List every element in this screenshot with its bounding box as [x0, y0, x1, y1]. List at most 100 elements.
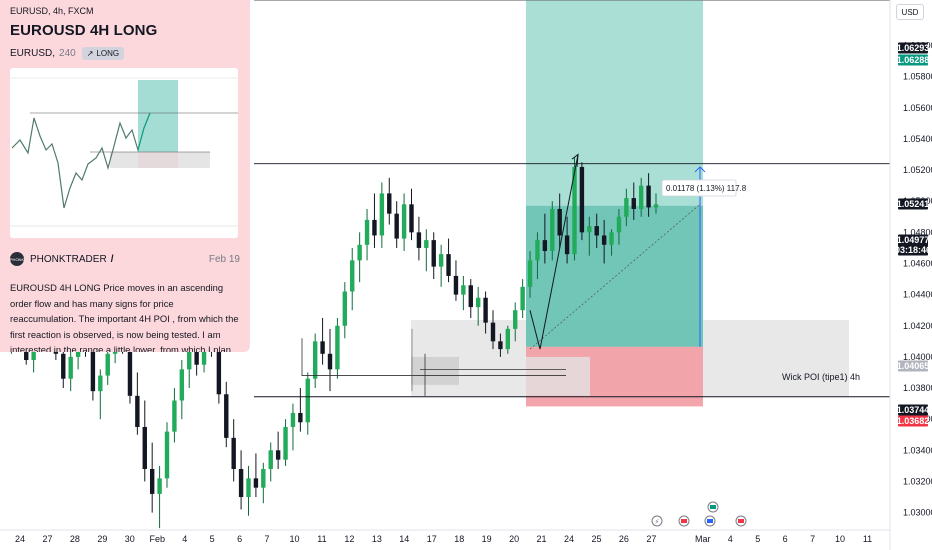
candle-body	[564, 235, 570, 255]
price-tick-label: 1.04000	[903, 352, 932, 362]
time-tick-label: 18	[454, 534, 464, 544]
time-tick-label: 28	[70, 534, 80, 544]
time-tick-label: 27	[646, 534, 656, 544]
time-tick-label: 11	[317, 534, 326, 544]
eu-flag-icon	[704, 515, 716, 527]
avatar[interactable]: PHONK	[10, 252, 24, 266]
candle-body	[513, 310, 518, 329]
time-tick-label: 6	[237, 534, 242, 544]
price-tag	[898, 360, 928, 372]
candle-body	[520, 286, 525, 311]
time-tick-label: 26	[619, 534, 629, 544]
candle-body	[238, 469, 244, 498]
candle-body	[372, 219, 377, 236]
candle-body	[594, 226, 599, 236]
badge-label: LONG	[96, 49, 120, 58]
time-tick-label: 12	[344, 534, 354, 544]
candle-body	[646, 185, 651, 208]
candle-body	[557, 208, 562, 236]
idea-thumbnail[interactable]	[10, 68, 238, 238]
candle-body	[335, 325, 340, 370]
time-tick-label: 30	[125, 534, 135, 544]
idea-card[interactable]: EURUSD, 4h, FXCM EUROUSD 4H LONG EURUSD,…	[0, 0, 250, 352]
position-label: 0.01178 (1.13%) 117.8	[666, 184, 747, 193]
candle-body	[505, 328, 511, 350]
candle-body	[342, 291, 348, 326]
price-tag-label: 03:18:46	[895, 245, 931, 255]
price-tag-label: 1.03682	[897, 416, 930, 426]
drawings-layer: 0.01178 (1.13%) 117.8 Wick POI (tipe1) 4h	[254, 0, 890, 398]
price-tag-label: 1.06293	[897, 43, 930, 53]
candle-body	[135, 395, 140, 427]
price-tick-label: 1.04600	[903, 258, 932, 268]
idea-title[interactable]: EUROUSD 4H LONG	[10, 22, 158, 39]
flag-fill	[707, 519, 713, 523]
candle-body	[312, 341, 318, 379]
candle-body	[653, 204, 659, 208]
author-row: PHONK PHONKTRADER / Feb 19	[10, 252, 240, 266]
arrow-up-right-icon: ↗	[86, 49, 94, 58]
structure-line	[301, 338, 566, 376]
price-tag-label: 1.03744	[897, 405, 930, 415]
time-tick-label: Mar	[695, 534, 711, 544]
us-flag-icon	[735, 515, 747, 527]
candle-body	[401, 204, 407, 239]
price-tag-label: 1.04977	[897, 235, 930, 245]
projection-dashed-line	[529, 204, 701, 350]
price-tick-label: 1.03800	[903, 383, 932, 393]
time-tick-label: 6	[783, 534, 788, 544]
candle-body	[98, 375, 103, 392]
price-tag-label: 1.04065	[897, 361, 930, 371]
time-tick-label: 24	[564, 534, 574, 544]
candle-body	[527, 260, 533, 287]
time-tick-label: 14	[399, 534, 409, 544]
candle-body	[320, 341, 325, 354]
time-tick-label: 5	[755, 534, 760, 544]
target-zone	[526, 0, 703, 347]
currency-button[interactable]: USD	[896, 4, 924, 20]
idea-subtitle: EURUSD, 240 ↗ LONG	[10, 47, 240, 60]
candle-body	[127, 344, 133, 396]
price-tick-label: 1.05200	[903, 165, 932, 175]
candle-body	[231, 437, 236, 470]
candle-body	[261, 469, 266, 488]
candle-body	[246, 478, 251, 498]
idea-description[interactable]: EUROUSD 4H LONG Price moves in an ascend…	[10, 282, 239, 352]
price-tag	[898, 234, 928, 246]
author-name[interactable]: PHONKTRADER	[30, 253, 107, 265]
thumb-poi-zone	[110, 152, 210, 168]
candle-body	[631, 198, 636, 209]
zone-label: Wick POI (tipe1) 4h	[782, 372, 860, 382]
projection-arrowhead	[571, 153, 579, 167]
time-tick-label: 25	[591, 534, 601, 544]
time-tick-label: 10	[835, 534, 845, 544]
price-tick-label: 1.03000	[903, 508, 932, 518]
candle-body	[187, 350, 192, 370]
price-tick-label: 1.05600	[903, 103, 932, 113]
price-tick-label: 1.05400	[903, 134, 932, 144]
candle-body	[475, 297, 481, 308]
candle-body	[194, 350, 199, 365]
time-tick-label: Feb	[149, 534, 165, 544]
idea-comma: ,	[52, 48, 56, 59]
projection-arrow	[529, 154, 579, 350]
candle-body	[535, 240, 540, 261]
time-tick-label: 4	[728, 534, 733, 544]
candle-body	[275, 450, 281, 460]
poi-inner-block-2	[526, 356, 590, 396]
candle-body	[268, 450, 273, 470]
candle-body	[164, 431, 170, 479]
candle-body	[172, 400, 177, 432]
price-tick-label: 1.04800	[903, 227, 932, 237]
time-tick-label: 27	[42, 534, 52, 544]
time-tick-label: 21	[537, 534, 547, 544]
filled-profit-zone	[526, 205, 703, 347]
idea-symbol[interactable]: EURUSD	[10, 48, 53, 59]
candle-body	[424, 240, 429, 248]
time-tick-label: 17	[427, 534, 437, 544]
price-tag	[898, 404, 928, 416]
time-tick-label: 7	[810, 534, 815, 544]
candle-body	[149, 469, 155, 494]
